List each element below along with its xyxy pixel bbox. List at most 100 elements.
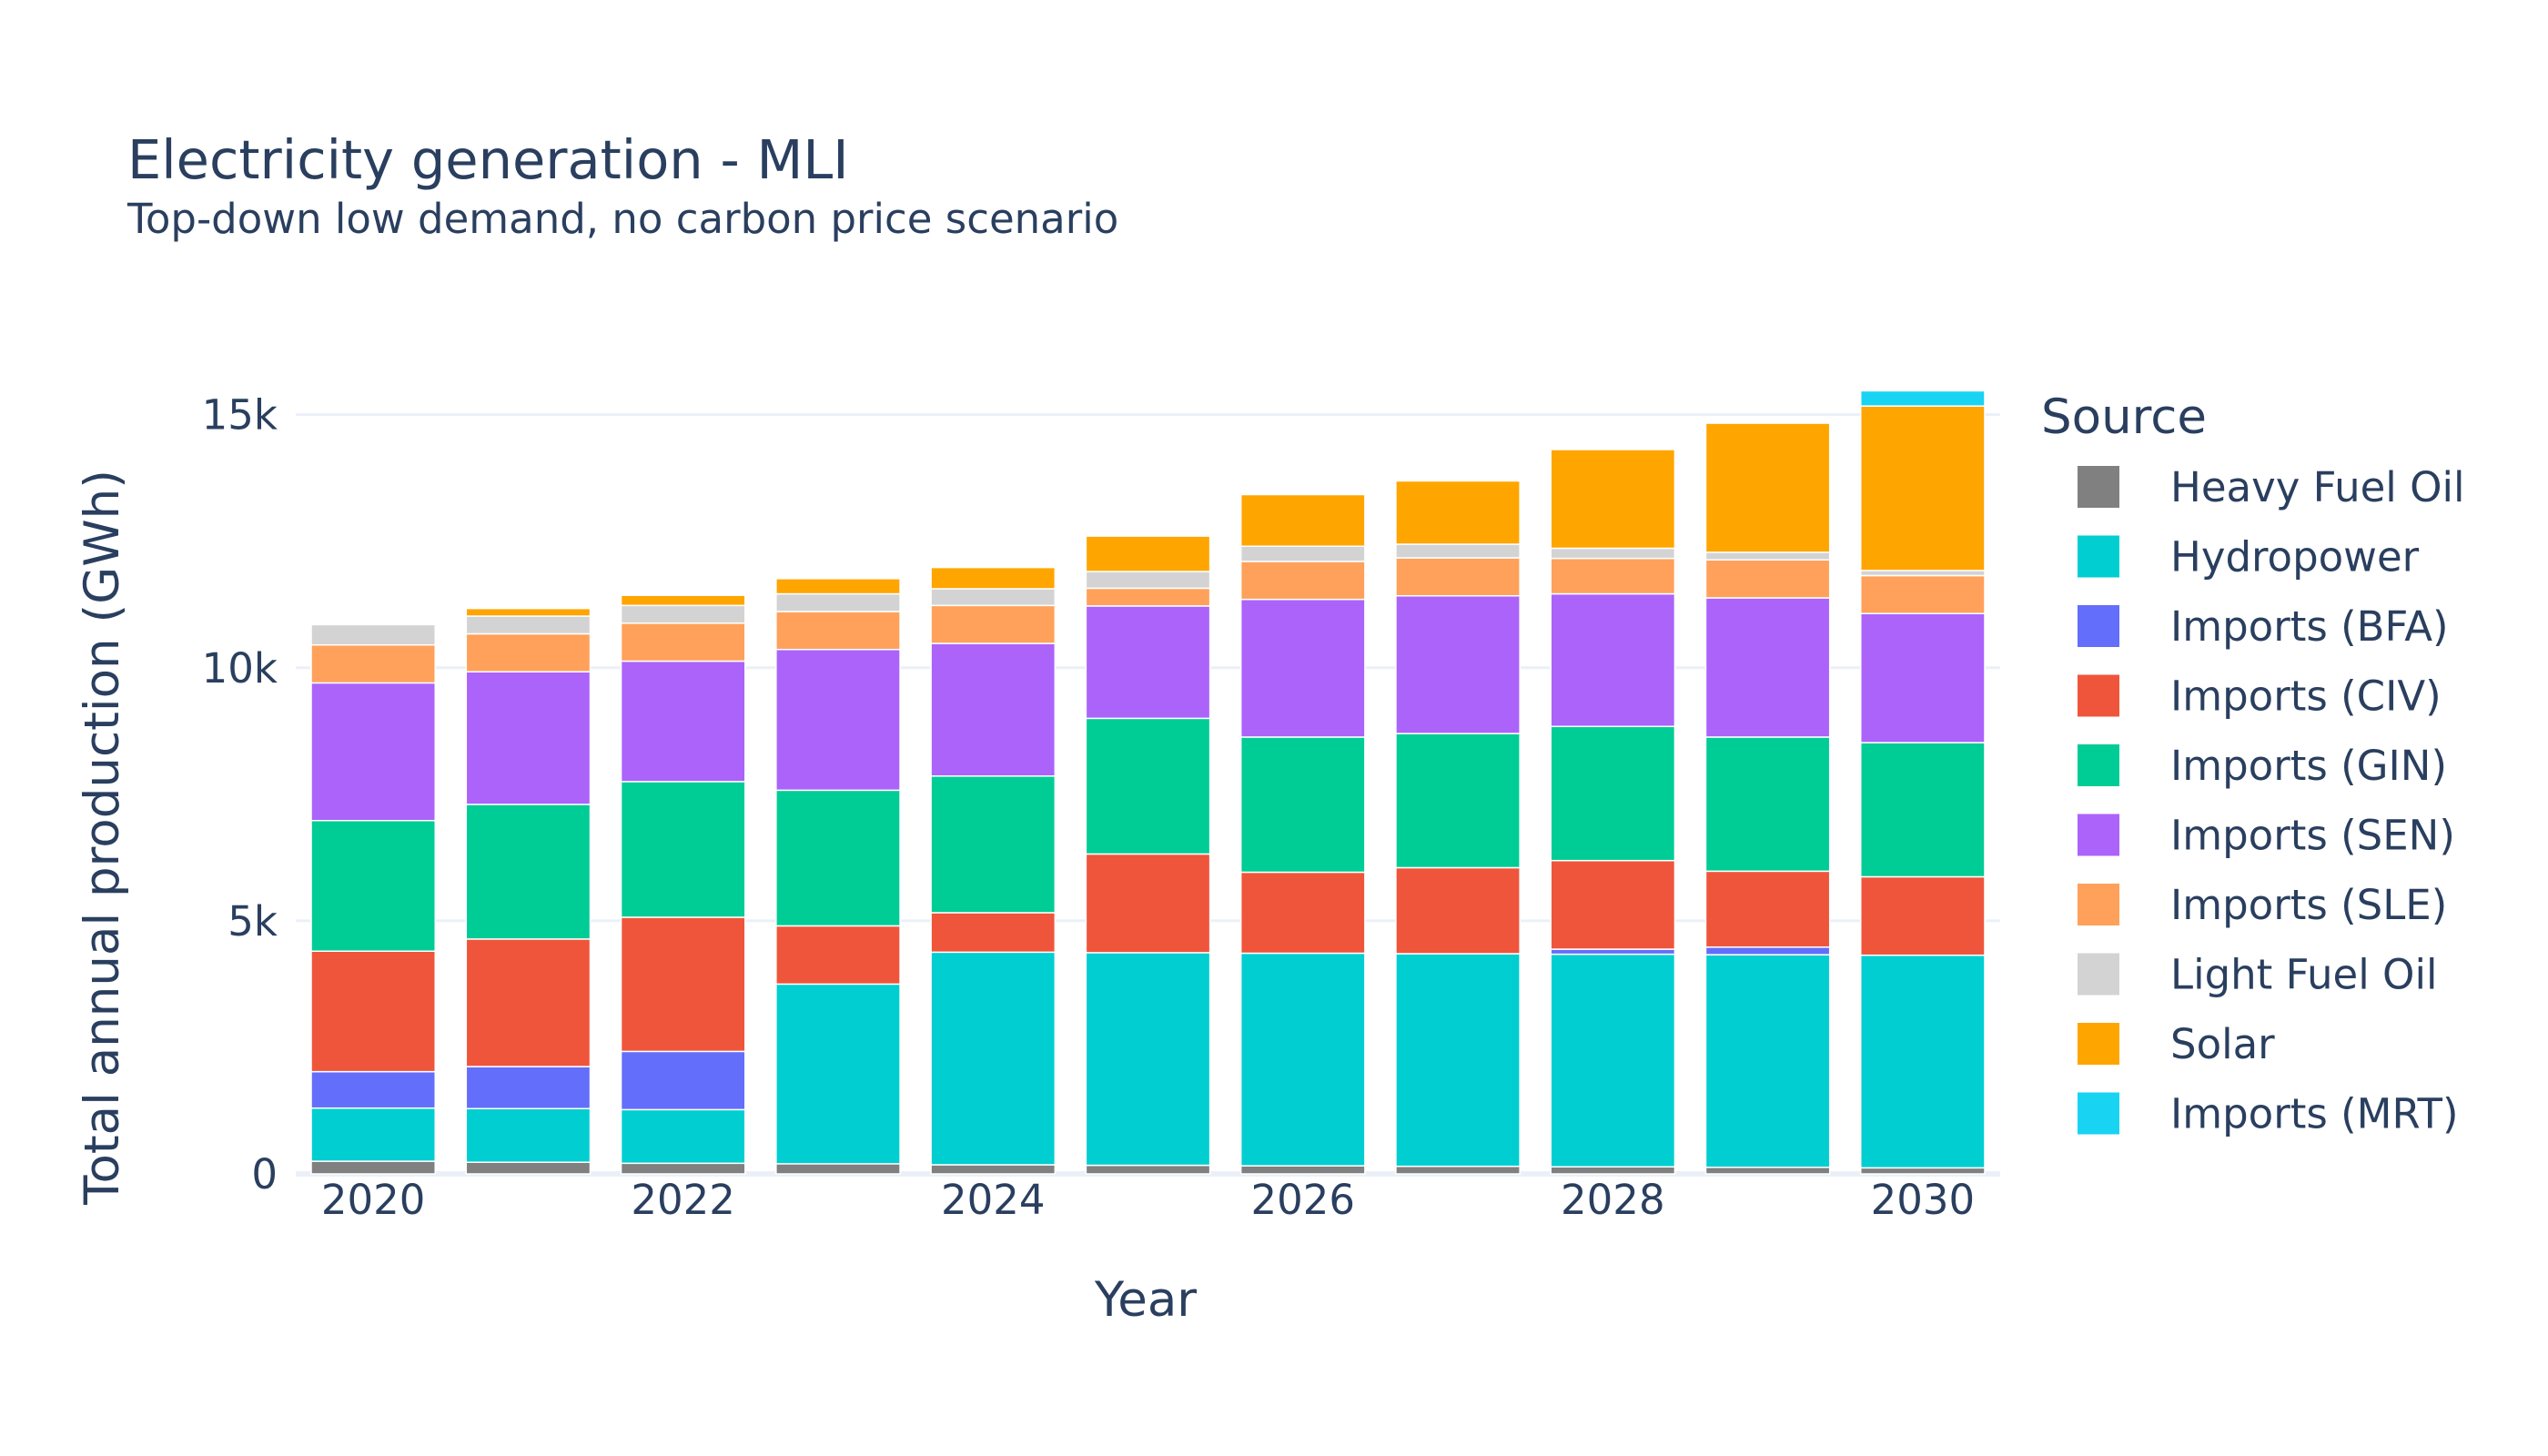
bar-segment <box>465 607 592 617</box>
bar-segment <box>620 660 746 783</box>
bar-segment <box>1085 853 1211 954</box>
bar-segment <box>1860 574 1986 614</box>
x-tick-label: 2026 <box>1251 1176 1356 1224</box>
bar-segment <box>1239 952 1366 1167</box>
legend-item-label: Imports (CIV) <box>2170 672 2442 721</box>
bar-segment <box>1395 557 1521 597</box>
x-axis-label: Year <box>1094 1272 1197 1328</box>
y-tick-label: 15k <box>202 391 278 440</box>
bar-segment <box>1860 570 1986 577</box>
bar-segment <box>1550 859 1676 950</box>
legend-item-label: Hydropower <box>2170 533 2420 581</box>
bar-segment <box>775 1163 901 1175</box>
bar-segment <box>1239 561 1366 601</box>
bar-segment <box>310 643 436 684</box>
bar-segment <box>775 983 901 1165</box>
bar-segment <box>465 938 592 1067</box>
bar-segment <box>1860 742 1986 878</box>
legend-swatch <box>2078 1092 2119 1135</box>
legend-item-label: Solar <box>2170 1020 2275 1068</box>
legend-swatch <box>2078 535 2119 578</box>
bar-segment <box>930 1164 1057 1175</box>
bar-segment <box>465 615 592 635</box>
bar-segment <box>930 912 1057 954</box>
bar-segment <box>1395 543 1521 559</box>
bar-segment <box>775 925 901 986</box>
y-axis-ticks: 0 5k 10k 15k <box>202 391 278 1198</box>
bar-segment <box>930 642 1057 777</box>
x-tick-label: 2030 <box>1871 1176 1976 1224</box>
bar-segment <box>930 588 1057 607</box>
legend-item-label: Light Fuel Oil <box>2170 951 2437 999</box>
legend-swatch <box>2078 744 2119 786</box>
bar-segment <box>930 604 1057 644</box>
bar-segment <box>1704 551 1831 561</box>
legend-swatch <box>2078 814 2119 856</box>
bar-segment <box>1704 559 1831 599</box>
x-tick-label: 2024 <box>941 1176 1046 1224</box>
bar-segment <box>310 1160 436 1175</box>
bar-segment <box>620 1162 746 1175</box>
bar-segment <box>620 1108 746 1165</box>
chart-title: Electricity generation - MLI <box>127 128 849 191</box>
bar-segment <box>775 578 901 595</box>
bar-segment <box>775 592 901 612</box>
x-tick-label: 2022 <box>631 1176 735 1224</box>
legend: Heavy Fuel Oil Hydropower Imports (BFA) Imp… <box>2078 463 2465 1138</box>
bar-segment <box>620 604 746 624</box>
bar-segment <box>1550 592 1676 728</box>
bar-segment <box>465 632 592 672</box>
bar-segment <box>310 1070 436 1109</box>
bar-segment <box>1085 717 1211 855</box>
bar-segment <box>620 594 746 607</box>
bar-segment <box>1085 605 1211 720</box>
bar-segment <box>620 1050 746 1111</box>
legend-item-label: Imports (MRT) <box>2170 1090 2459 1138</box>
bar-segment <box>310 950 436 1073</box>
legend-item-label: Heavy Fuel Oil <box>2170 463 2465 511</box>
legend-item-label: Imports (SLE) <box>2170 881 2447 929</box>
bar-segment <box>1550 449 1676 550</box>
bar-segment <box>1550 953 1676 1168</box>
legend-swatch <box>2078 1023 2119 1065</box>
bar-segment <box>775 789 901 927</box>
bar-segment <box>1704 870 1831 948</box>
chart-subtitle: Top-down low demand, no carbon price sce… <box>126 195 1118 243</box>
bar-segment <box>1395 733 1521 869</box>
bar-segment <box>465 804 592 940</box>
legend-item-label: Imports (BFA) <box>2170 602 2449 651</box>
bar-segment <box>930 775 1057 914</box>
legend-swatch <box>2078 884 2119 925</box>
x-tick-label: 2028 <box>1561 1176 1665 1224</box>
bar-segment <box>1395 866 1521 955</box>
x-tick-label: 2020 <box>321 1176 426 1224</box>
bar-segment <box>930 951 1057 1166</box>
bar-segment <box>1704 946 1831 956</box>
bar-segment <box>1550 948 1676 956</box>
bar-segment <box>1395 595 1521 734</box>
bar-segment <box>465 1066 592 1109</box>
bar-segment <box>1395 953 1521 1168</box>
bar-segment <box>1085 587 1211 607</box>
y-tick-label: 10k <box>202 644 278 693</box>
legend-item-label: Imports (SEN) <box>2170 812 2455 860</box>
legend-swatch <box>2078 466 2119 508</box>
bar-segment <box>1860 1167 1986 1175</box>
bar-segment <box>310 819 436 952</box>
bar-segment <box>1239 736 1366 874</box>
bar-segment <box>1860 405 1986 571</box>
legend-swatch <box>2078 953 2119 996</box>
bar-segment <box>465 1161 592 1175</box>
legend-swatch <box>2078 605 2119 647</box>
bar-segment <box>1550 1166 1676 1175</box>
legend-title: Source <box>2041 389 2207 445</box>
bar-segment <box>310 682 436 822</box>
bars <box>310 389 1986 1175</box>
bar-segment <box>1085 571 1211 590</box>
bar-segment <box>1239 1165 1366 1175</box>
bar-segment <box>1704 954 1831 1168</box>
y-tick-label: 0 <box>251 1150 278 1198</box>
y-axis-label: Total annual production (GWh) <box>75 470 130 1206</box>
bar-segment <box>1550 547 1676 560</box>
bar-segment <box>1239 493 1366 548</box>
